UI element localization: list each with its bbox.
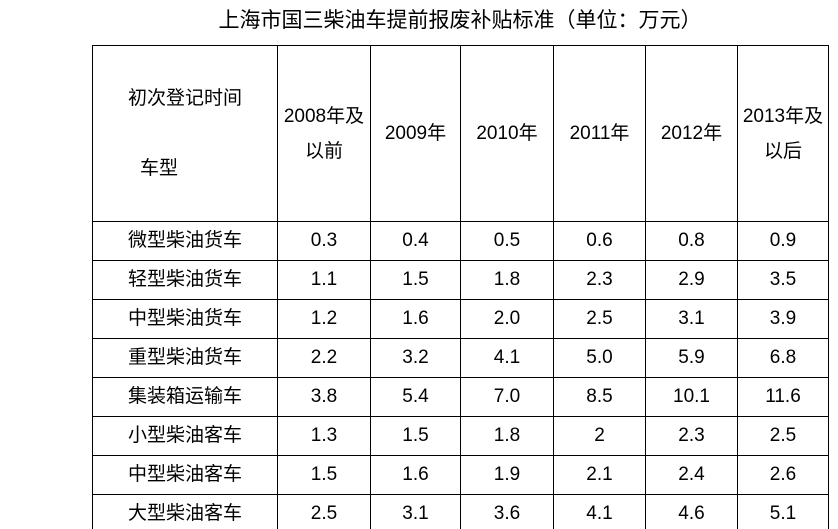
header-row: 初次登记时间 车型 2008年及 以前 2009年 2010年 2011年 20… <box>92 45 829 222</box>
column-header-2010: 2010年 <box>460 45 554 222</box>
value-cell: 3.9 <box>737 299 829 339</box>
value-cell: 5.0 <box>553 338 646 378</box>
value-cell: 1.5 <box>370 416 461 456</box>
value-cell: 1.3 <box>277 416 371 456</box>
vehicle-type-cell: 重型柴油货车 <box>92 338 278 378</box>
value-cell: 3.1 <box>370 494 461 529</box>
value-cell: 11.6 <box>737 377 829 417</box>
value-cell: 1.5 <box>370 260 461 300</box>
value-cell: 5.1 <box>737 494 829 529</box>
value-cell: 4.1 <box>460 338 554 378</box>
table-row: 集装箱运输车 3.8 5.4 7.0 8.5 10.1 11.6 <box>92 377 829 417</box>
column-header-2011: 2011年 <box>553 45 646 222</box>
value-cell: 0.9 <box>737 221 829 261</box>
value-cell: 3.2 <box>370 338 461 378</box>
value-cell: 4.1 <box>553 494 646 529</box>
value-cell: 3.6 <box>460 494 554 529</box>
corner-header-vehicle-label: 车型 <box>139 158 178 179</box>
table-row: 大型柴油客车 2.5 3.1 3.6 4.1 4.6 5.1 <box>92 494 829 529</box>
value-cell: 10.1 <box>645 377 738 417</box>
table-row: 轻型柴油货车 1.1 1.5 1.8 2.3 2.9 3.5 <box>92 260 829 300</box>
value-cell: 2.1 <box>553 455 646 495</box>
vehicle-type-cell: 轻型柴油货车 <box>92 260 278 300</box>
value-cell: 5.4 <box>370 377 461 417</box>
column-header-2008: 2008年及 以前 <box>277 45 371 222</box>
value-cell: 6.8 <box>737 338 829 378</box>
value-cell: 7.0 <box>460 377 554 417</box>
table-row: 中型柴油客车 1.5 1.6 1.9 2.1 2.4 2.6 <box>92 455 829 495</box>
value-cell: 5.9 <box>645 338 738 378</box>
value-cell: 2.5 <box>553 299 646 339</box>
value-cell: 0.8 <box>645 221 738 261</box>
value-cell: 1.2 <box>277 299 371 339</box>
table-header: 初次登记时间 车型 2008年及 以前 2009年 2010年 2011年 20… <box>92 45 829 222</box>
table-title: 上海市国三柴油车提前报废补贴标准（单位：万元） <box>218 9 702 32</box>
value-cell: 1.9 <box>460 455 554 495</box>
value-cell: 1.1 <box>277 260 371 300</box>
table-row: 小型柴油客车 1.3 1.5 1.8 2 2.3 2.5 <box>92 416 829 456</box>
vehicle-type-cell: 中型柴油客车 <box>92 455 278 495</box>
corner-header-cell: 初次登记时间 车型 <box>92 45 278 222</box>
corner-header-time-label: 初次登记时间 <box>127 88 242 109</box>
value-cell: 8.5 <box>553 377 646 417</box>
subsidy-table: 初次登记时间 车型 2008年及 以前 2009年 2010年 2011年 20… <box>92 45 829 529</box>
column-header-2009: 2009年 <box>370 45 461 222</box>
table-body: 微型柴油货车 0.3 0.4 0.5 0.6 0.8 0.9 轻型柴油货车 1.… <box>92 221 829 529</box>
value-cell: 1.6 <box>370 299 461 339</box>
value-cell: 2.5 <box>277 494 371 529</box>
value-cell: 1.8 <box>460 416 554 456</box>
value-cell: 3.1 <box>645 299 738 339</box>
vehicle-type-cell: 大型柴油客车 <box>92 494 278 529</box>
value-cell: 2.4 <box>645 455 738 495</box>
value-cell: 0.5 <box>460 221 554 261</box>
value-cell: 2.2 <box>277 338 371 378</box>
value-cell: 1.8 <box>460 260 554 300</box>
vehicle-type-cell: 微型柴油货车 <box>92 221 278 261</box>
vehicle-type-cell: 中型柴油货车 <box>92 299 278 339</box>
value-cell: 2 <box>553 416 646 456</box>
value-cell: 0.3 <box>277 221 371 261</box>
value-cell: 1.5 <box>277 455 371 495</box>
value-cell: 3.5 <box>737 260 829 300</box>
table-row: 中型柴油货车 1.2 1.6 2.0 2.5 3.1 3.9 <box>92 299 829 339</box>
value-cell: 2.3 <box>553 260 646 300</box>
value-cell: 1.6 <box>370 455 461 495</box>
vehicle-type-cell: 小型柴油客车 <box>92 416 278 456</box>
value-cell: 0.6 <box>553 221 646 261</box>
column-header-2012: 2012年 <box>645 45 738 222</box>
value-cell: 0.4 <box>370 221 461 261</box>
value-cell: 2.3 <box>645 416 738 456</box>
column-header-2013: 2013年及 以后 <box>737 45 829 222</box>
value-cell: 4.6 <box>645 494 738 529</box>
table-row: 重型柴油货车 2.2 3.2 4.1 5.0 5.9 6.8 <box>92 338 829 378</box>
value-cell: 2.5 <box>737 416 829 456</box>
table-row: 微型柴油货车 0.3 0.4 0.5 0.6 0.8 0.9 <box>92 221 829 261</box>
value-cell: 2.6 <box>737 455 829 495</box>
value-cell: 2.9 <box>645 260 738 300</box>
value-cell: 2.0 <box>460 299 554 339</box>
vehicle-type-cell: 集装箱运输车 <box>92 377 278 417</box>
value-cell: 3.8 <box>277 377 371 417</box>
